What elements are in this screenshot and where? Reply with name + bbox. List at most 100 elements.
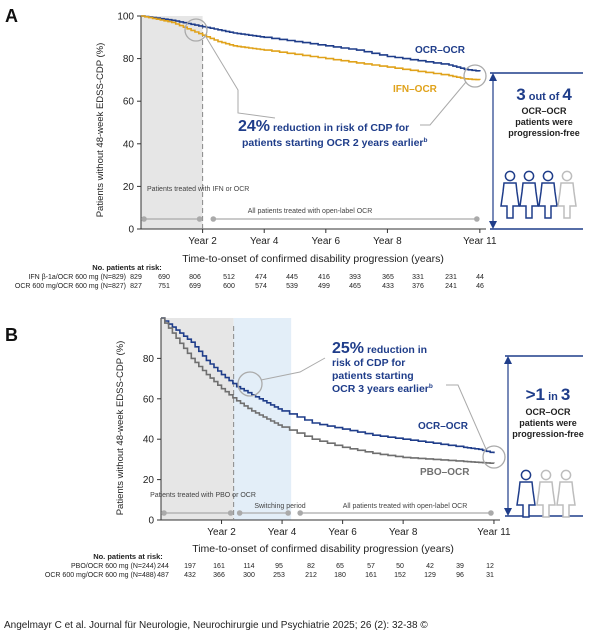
x-tick-label: Year 6: [328, 527, 357, 538]
series-label-b-ocr: OCR–OCR: [418, 421, 469, 432]
panel-b-x-axis: Year 2 Year 4 Year 6 Year 8 Year 11: [207, 520, 511, 538]
highlight-circle-b-start: [237, 371, 263, 397]
risk-cell: 574: [255, 283, 267, 290]
risk-cell: 365: [382, 274, 394, 281]
x-tick-label: Year 11: [463, 236, 497, 247]
y-tick-label: 20: [143, 475, 155, 486]
risk-cell: 114: [243, 563, 254, 570]
phase-bar-dot: [196, 216, 203, 222]
risk-cell: 465: [349, 283, 361, 290]
panel-b-risk-table: No. patients at risk: PBO/OCR 600 mg (N=2…: [45, 552, 494, 579]
y-tick-label: 0: [128, 225, 134, 236]
panel-a-phase-bars: [141, 216, 480, 222]
series-line-pbo-ocr: [161, 317, 495, 464]
risk-table-title: No. patients at risk:: [92, 263, 162, 272]
y-tick-label: 40: [143, 435, 155, 446]
citation: Angelmayr C et al. Journal für Neurologi…: [4, 620, 428, 631]
risk-cell: 95: [275, 563, 283, 570]
panel-b-shade-period: [161, 318, 234, 520]
risk-cell: 253: [273, 572, 285, 579]
y-tick-label: 60: [123, 97, 135, 108]
risk-table-title: No. patients at risk:: [93, 552, 163, 561]
phase-label-b3: All patients treated with open-label OCR: [343, 503, 468, 510]
panel-b-y-label: Patients without 48-week EDSS-CDP (%): [115, 341, 126, 516]
x-tick-label: Year 2: [207, 527, 236, 538]
callout-b-line4: progression-free: [512, 429, 584, 439]
risk-cell: 212: [305, 572, 317, 579]
risk-cell: 44: [476, 274, 484, 281]
phase-bar-dot: [141, 216, 147, 222]
callout-b-line2: OCR–OCR: [525, 407, 571, 417]
annotation-leader-a2: [420, 81, 467, 126]
annotation-a-line2: patients starting OCR 2 years earlierb: [242, 137, 428, 149]
risk-cell: 82: [307, 563, 315, 570]
risk-cell: 244: [157, 563, 169, 570]
annotation-a-line1: 24% reduction in risk of CDP for: [238, 118, 409, 135]
phase-bar-dot: [161, 510, 167, 516]
panel-b-phase-bars: [161, 510, 494, 516]
risk-cell: 161: [365, 572, 377, 579]
callout-b-people-icons: [516, 469, 576, 518]
panel-a-series: [141, 15, 481, 81]
phase-label-b2: Switching period: [254, 503, 305, 510]
highlight-circle-b-end: [482, 445, 506, 469]
phase-bar-dot: [297, 510, 304, 516]
risk-cell: 806: [189, 274, 201, 281]
risk-cell: 416: [318, 274, 330, 281]
risk-cell: 46: [476, 283, 484, 290]
x-tick-label: Year 8: [389, 527, 418, 538]
risk-cell: 331: [412, 274, 424, 281]
annotation-b-line2: risk of CDP for: [332, 357, 405, 369]
person-icon-filled: [516, 469, 536, 518]
panel-b-switching-period: [233, 318, 292, 520]
risk-cell: 231: [445, 274, 457, 281]
phase-label-b1: Patients treated with PBO or OCR: [150, 492, 256, 499]
risk-cell: 57: [367, 563, 375, 570]
annotation-leader-b1: [260, 357, 326, 381]
series-label-b-pbo: PBO–OCR: [420, 467, 470, 478]
callout-a: 3 out of 4 OCR–OCR patients were progres…: [489, 72, 583, 230]
phase-label-a1: Patients treated with IFN or OCR: [147, 186, 249, 193]
risk-cell: 241: [445, 283, 457, 290]
annotation-b-line1: 25% reduction in: [332, 340, 427, 357]
phase-label-a2: All patients treated with open-label OCR: [248, 208, 373, 215]
risk-cell: 393: [349, 274, 361, 281]
person-icon-filled: [500, 170, 520, 219]
risk-cell: 129: [424, 572, 436, 579]
callout-b-headline: >1 in 3: [526, 385, 571, 404]
risk-cell: 512: [223, 274, 235, 281]
risk-cell: 366: [213, 572, 225, 579]
risk-cell: 474: [255, 274, 267, 281]
annotation-leader-b2: [446, 384, 487, 450]
risk-cell: 50: [396, 563, 404, 570]
risk-cell: 197: [184, 563, 196, 570]
series-label-a-ifn: IFN–OCR: [393, 84, 438, 95]
y-tick-label: 0: [148, 516, 154, 527]
panel-label-b: B: [5, 325, 18, 345]
risk-cell: 96: [456, 572, 464, 579]
risk-cell: 39: [456, 563, 464, 570]
panel-label-a: A: [5, 6, 18, 26]
person-icon-empty: [557, 170, 577, 219]
phase-bar-dot: [236, 510, 243, 516]
callout-a-line3: patients were: [515, 117, 573, 127]
risk-cell: 539: [286, 283, 298, 290]
panel-a-risk-table: No. patients at risk: IFN β-1a/OCR 600 mg…: [15, 263, 484, 290]
panel-a-x-label: Time-to-onset of confirmed disability pr…: [182, 253, 444, 265]
risk-cell: 152: [394, 572, 406, 579]
y-tick-label: 60: [143, 394, 155, 405]
highlight-circle-a-end: [463, 64, 487, 88]
callout-b: >1 in 3 OCR–OCR patients were progressio…: [504, 355, 584, 518]
y-tick-label: 100: [117, 12, 134, 23]
risk-cell: 432: [184, 572, 196, 579]
callout-b-line3: patients were: [519, 418, 577, 428]
annotation-b-line4: OCR 3 years earlierb: [332, 383, 433, 395]
panel-a-y-label: Patients without 48-week EDSS-CDP (%): [95, 43, 106, 218]
panel-b-grid: [160, 318, 500, 521]
risk-cell: 65: [336, 563, 344, 570]
person-icon-empty: [556, 469, 576, 518]
risk-cell: 690: [158, 274, 170, 281]
callout-a-headline: 3 out of 4: [516, 85, 572, 104]
